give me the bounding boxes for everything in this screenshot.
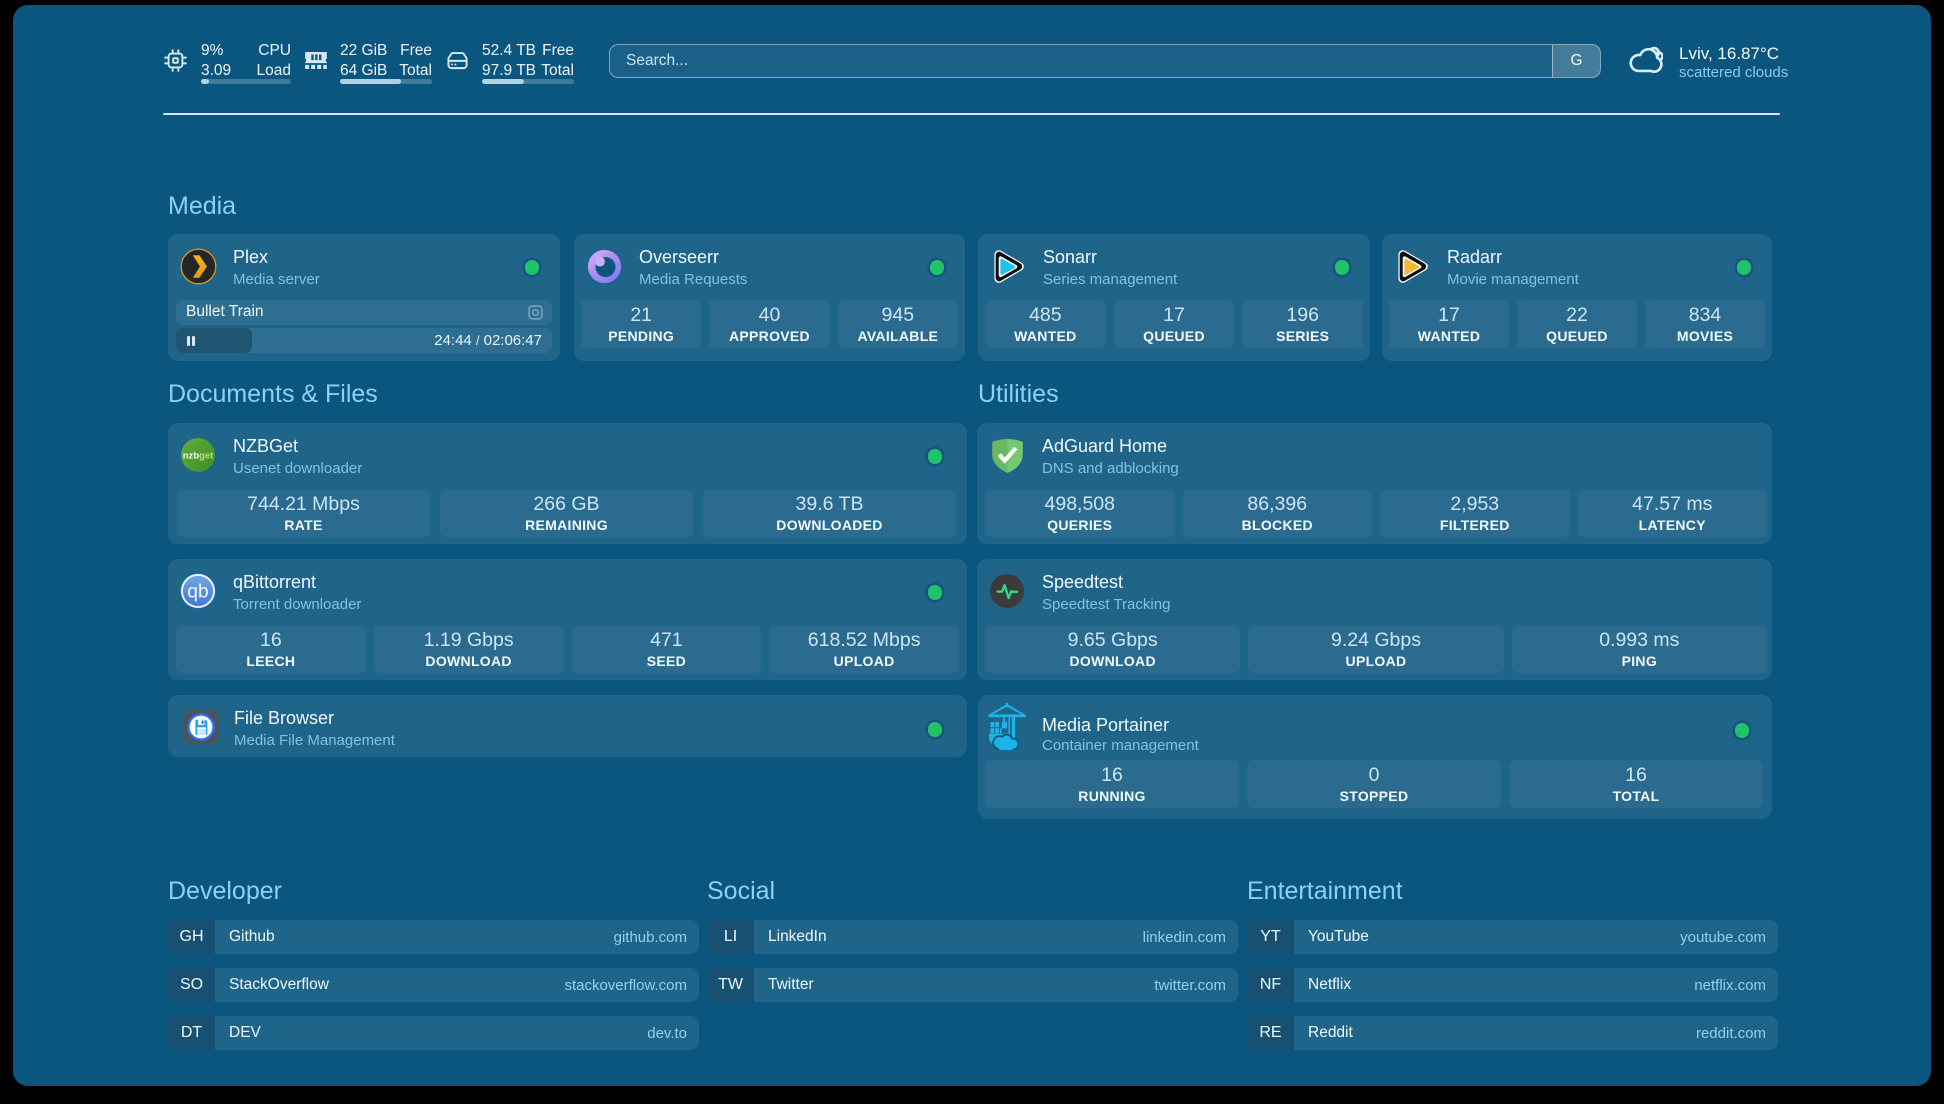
svg-text:nzbget: nzbget <box>183 451 214 462</box>
svg-text:qb: qb <box>187 582 208 603</box>
